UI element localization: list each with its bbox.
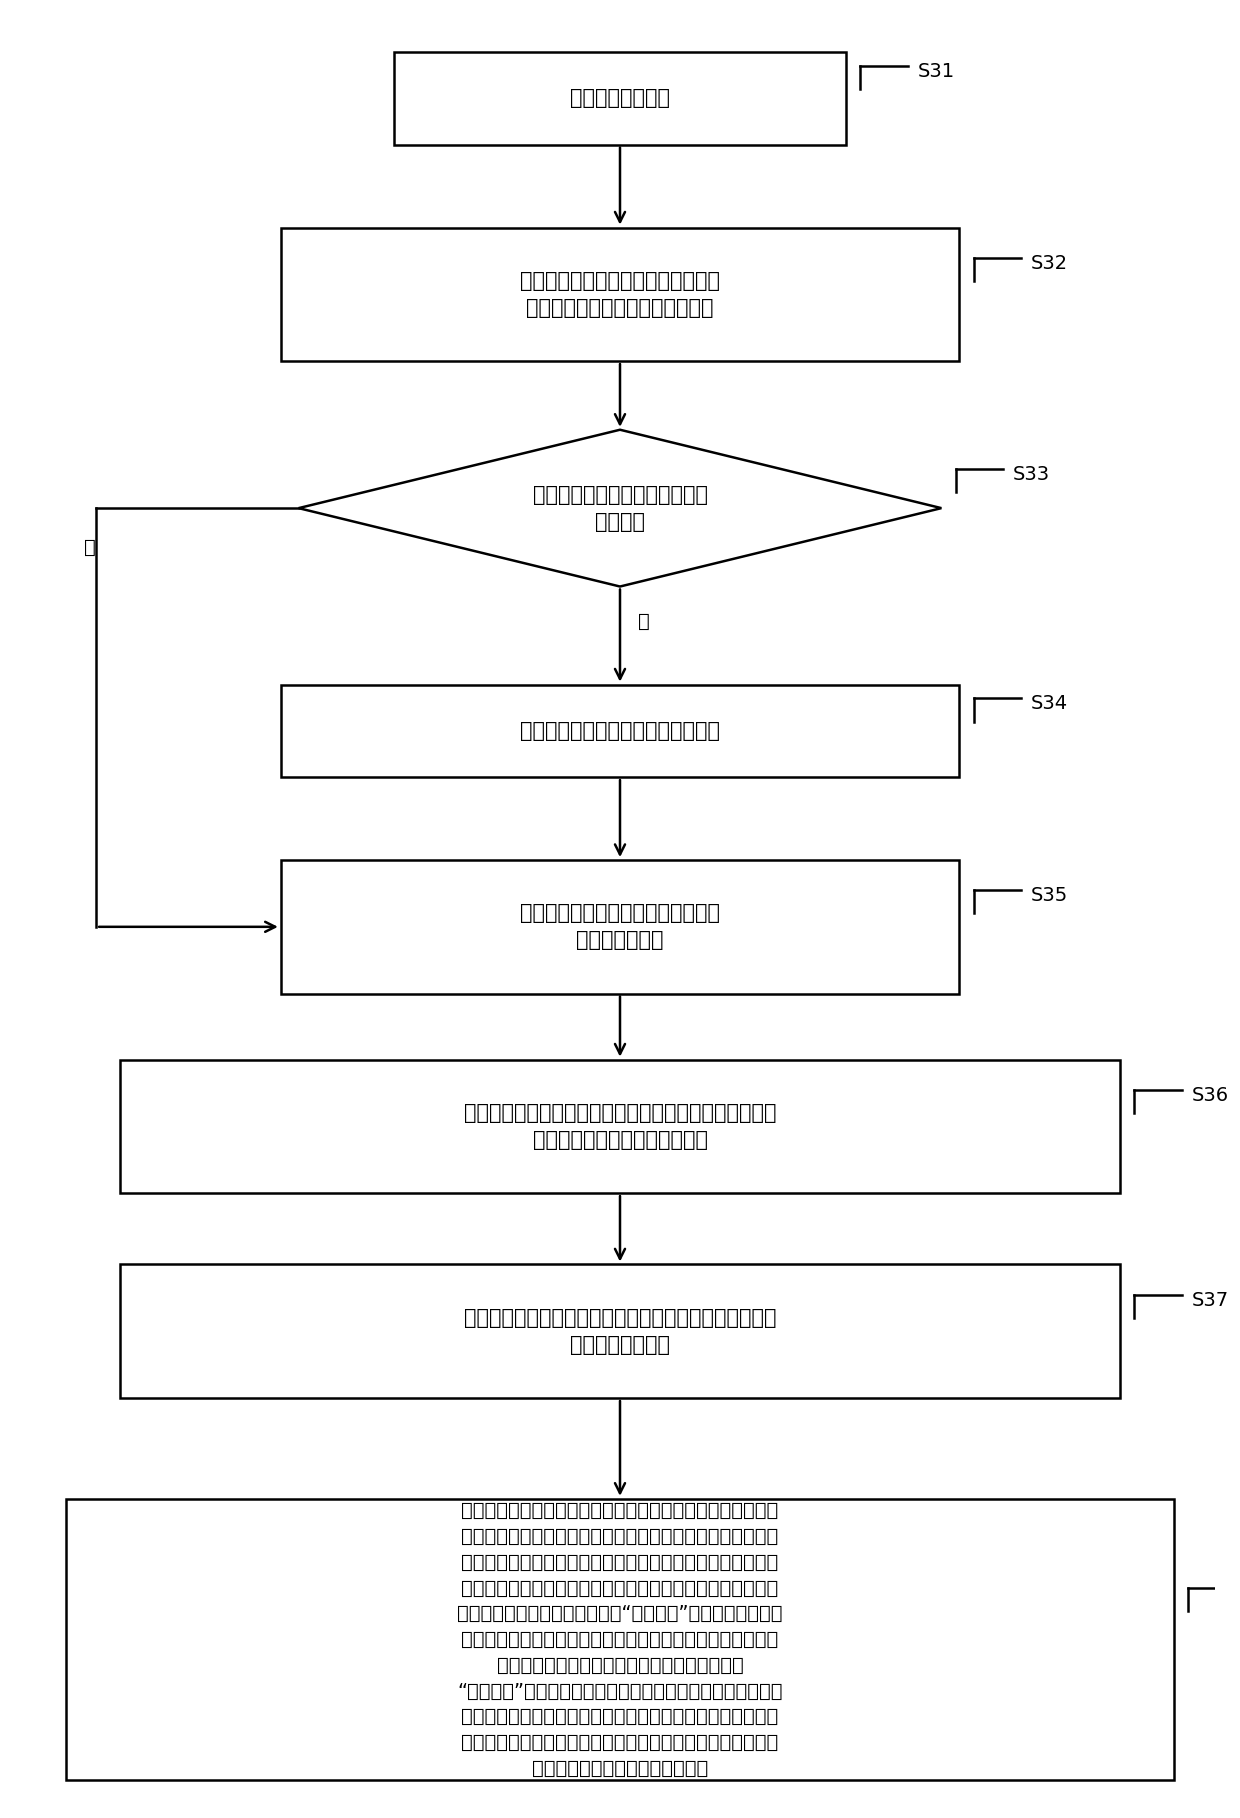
Text: S32: S32 bbox=[1030, 255, 1068, 273]
Text: 提醒并等待用户静坐第二预设时间段: 提醒并等待用户静坐第二预设时间段 bbox=[520, 720, 720, 742]
FancyBboxPatch shape bbox=[394, 53, 846, 145]
FancyBboxPatch shape bbox=[120, 1265, 1120, 1398]
Text: 通过摄像头获取用户心脏所在区域相
对摄像头的位置: 通过摄像头获取用户心脏所在区域相 对摄像头的位置 bbox=[520, 904, 720, 951]
Text: 当确认可穿戴设备与用户心脏所在区域位于同一高度时，
启动血压测量模块开始血压测量: 当确认可穿戴设备与用户心脏所在区域位于同一高度时， 启动血压测量模块开始血压测量 bbox=[464, 1104, 776, 1151]
FancyBboxPatch shape bbox=[280, 227, 960, 362]
FancyBboxPatch shape bbox=[280, 860, 960, 994]
Text: S37: S37 bbox=[1192, 1291, 1229, 1309]
Text: S31: S31 bbox=[918, 62, 955, 80]
Text: 开启血压测量模式: 开启血压测量模式 bbox=[570, 89, 670, 109]
FancyBboxPatch shape bbox=[280, 685, 960, 776]
FancyBboxPatch shape bbox=[67, 1498, 1173, 1780]
Polygon shape bbox=[299, 429, 941, 587]
Text: 是: 是 bbox=[84, 538, 97, 556]
Text: S35: S35 bbox=[1030, 885, 1068, 905]
FancyBboxPatch shape bbox=[120, 1060, 1120, 1193]
Text: 当第二心率数据大于第一心率阈値或语音数据大于第一预设语
音阈値时，生成重新测量的提醒指令，控制血压测量模块重新
开始血压测量过程；当第二心率数据大于第二心率阈値: 当第二心率数据大于第一心率阈値或语音数据大于第一预设语 音阈値时，生成重新测量的… bbox=[458, 1502, 782, 1778]
Text: S36: S36 bbox=[1192, 1085, 1229, 1105]
Text: 否: 否 bbox=[637, 613, 650, 631]
Text: S33: S33 bbox=[1013, 465, 1050, 484]
Text: 判断第一心率数据是否位于预设
心率区间: 判断第一心率数据是否位于预设 心率区间 bbox=[532, 485, 708, 531]
Text: S34: S34 bbox=[1030, 694, 1068, 713]
Text: 利用心率传感器采集用户的第二心率数据和利用语音采集
模块采集语音数据: 利用心率传感器采集用户的第二心率数据和利用语音采集 模块采集语音数据 bbox=[464, 1307, 776, 1354]
Text: 利用心率传感器获取当前时刻之前的
第一预设时间段内的第一心率数据: 利用心率传感器获取当前时刻之前的 第一预设时间段内的第一心率数据 bbox=[520, 271, 720, 318]
